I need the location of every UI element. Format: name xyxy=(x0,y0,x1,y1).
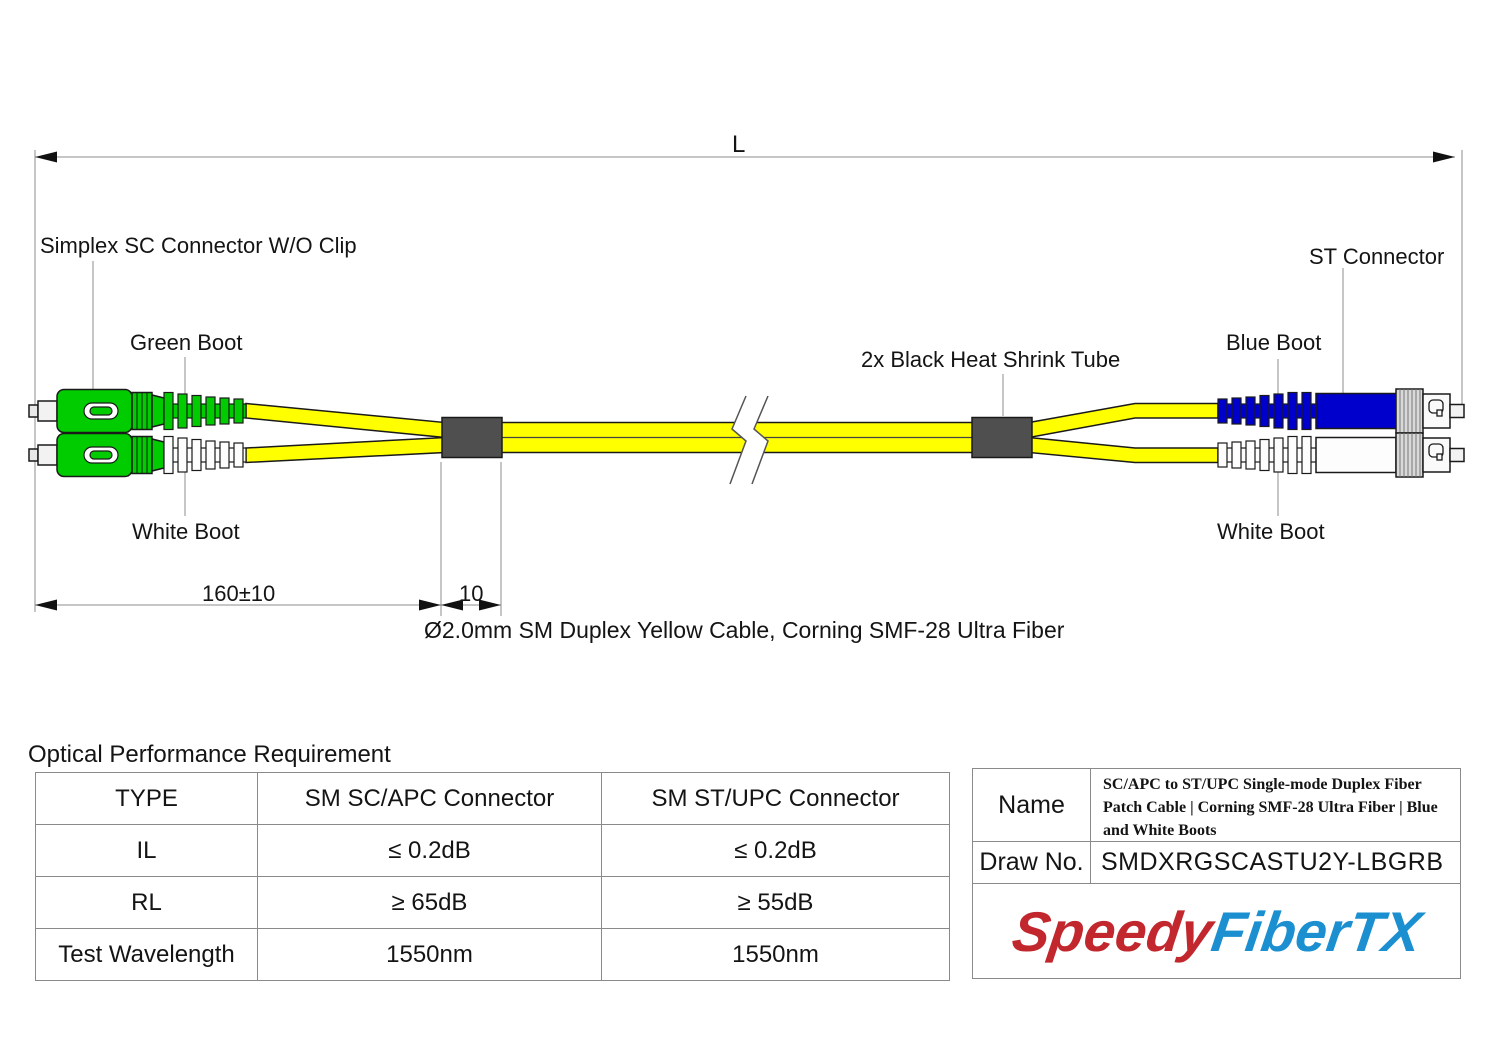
cable-note: Ø2.0mm SM Duplex Yellow Cable, Corning S… xyxy=(424,617,1065,643)
green-boot-label: Green Boot xyxy=(130,330,243,355)
sc-connector-top xyxy=(28,388,165,434)
spec-header-type: TYPE xyxy=(35,772,258,825)
table-row: IL ≤ 0.2dB ≤ 0.2dB xyxy=(35,824,950,877)
spec-table-title: Optical Performance Requirement xyxy=(28,741,391,768)
blue-boot-shape xyxy=(1217,391,1397,431)
spec-cell: ≤ 0.2dB xyxy=(601,824,950,877)
spec-header-st: SM ST/UPC Connector xyxy=(601,772,950,825)
title-block: Name SC/APC to ST/UPC Single-mode Duplex… xyxy=(972,768,1461,979)
name-value: SC/APC to ST/UPC Single-mode Duplex Fibe… xyxy=(1103,776,1438,840)
spec-cell: ≥ 55dB xyxy=(601,876,950,929)
spec-table: TYPE SM SC/APC Connector SM ST/UPC Conne… xyxy=(35,772,950,981)
draw-no-value: SMDXRGSCASTU2Y-LBGRB xyxy=(1101,848,1444,876)
white-boot-left-label: White Boot xyxy=(132,519,240,544)
dimension-arrows xyxy=(35,151,1455,611)
dim-10-label: 10 xyxy=(459,581,484,606)
logo-text-red: Speedy xyxy=(1008,899,1217,963)
spec-cell: RL xyxy=(35,876,258,929)
heat-shrink-tubes xyxy=(441,416,1033,459)
blue-boot-label: Blue Boot xyxy=(1226,330,1322,355)
white-boot-right-shape xyxy=(1217,435,1397,475)
st-connector-bottom xyxy=(1395,432,1465,478)
cable-break-symbol xyxy=(729,395,769,485)
construction-lines xyxy=(34,150,1463,616)
title-block-name-row: Name SC/APC to ST/UPC Single-mode Duplex… xyxy=(973,769,1460,842)
draw-no-label: Draw No. xyxy=(973,842,1091,883)
name-label: Name xyxy=(973,769,1091,841)
spec-header-sc: SM SC/APC Connector xyxy=(257,772,602,825)
spec-table-header-row: TYPE SM SC/APC Connector SM ST/UPC Conne… xyxy=(35,772,950,825)
white-boot-left-shape xyxy=(163,435,247,475)
table-row: RL ≥ 65dB ≥ 55dB xyxy=(35,876,950,929)
spec-cell: IL xyxy=(35,824,258,877)
st-connector-top xyxy=(1395,388,1465,434)
leader-lines xyxy=(92,261,1344,516)
heat-shrink-label: 2x Black Heat Shrink Tube xyxy=(861,347,1121,372)
speedyfibertx-logo: SpeedyFiberTX xyxy=(1008,899,1425,964)
sc-connector-label: Simplex SC Connector W/O Clip xyxy=(40,233,357,258)
logo-row: SpeedyFiberTX xyxy=(973,884,1460,978)
table-row: Test Wavelength 1550nm 1550nm xyxy=(35,928,950,981)
green-boot-shape xyxy=(163,391,247,431)
spec-cell: Test Wavelength xyxy=(35,928,258,981)
logo-text-blue: FiberTX xyxy=(1207,899,1425,963)
spec-cell: 1550nm xyxy=(601,928,950,981)
duplex-cable xyxy=(245,402,1219,464)
spec-cell: 1550nm xyxy=(257,928,602,981)
st-connector-label: ST Connector xyxy=(1309,244,1445,269)
sc-connector-bottom xyxy=(28,432,165,478)
spec-cell: ≤ 0.2dB xyxy=(257,824,602,877)
length-dim-label: L xyxy=(732,131,746,158)
dim-160-label: 160±10 xyxy=(202,581,276,606)
spec-cell: ≥ 65dB xyxy=(257,876,602,929)
white-boot-right-label: White Boot xyxy=(1217,519,1325,544)
title-block-drawno-row: Draw No. SMDXRGSCASTU2Y-LBGRB xyxy=(973,842,1460,884)
